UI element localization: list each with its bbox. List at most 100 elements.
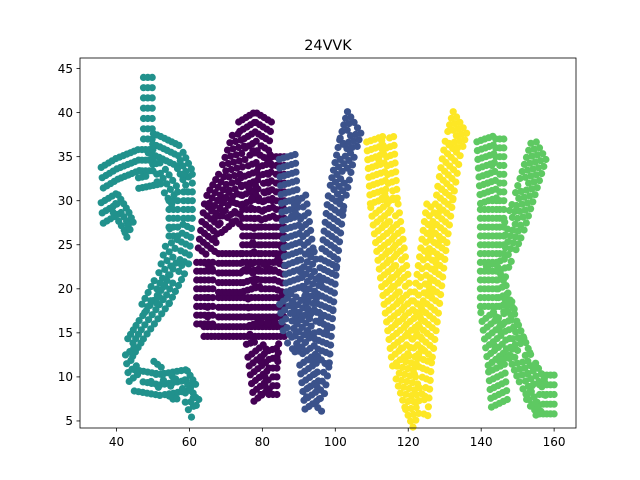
- data-point: [188, 197, 196, 205]
- y-tick-label: 5: [65, 414, 73, 428]
- data-point: [161, 265, 169, 273]
- data-point: [273, 373, 281, 381]
- x-tick-label: 60: [182, 435, 197, 449]
- data-point: [533, 184, 541, 192]
- data-point: [434, 209, 442, 217]
- y-axis: 5 10 15 20 25 30 35 40 45: [58, 62, 80, 428]
- data-point: [152, 370, 160, 378]
- data-point: [155, 269, 163, 277]
- data-point: [367, 203, 375, 211]
- data-point: [284, 339, 292, 347]
- data-point: [410, 314, 418, 323]
- data-point: [193, 320, 201, 328]
- data-point: [211, 213, 219, 221]
- data-point: [529, 165, 537, 173]
- data-point: [211, 202, 219, 210]
- data-point: [343, 108, 352, 116]
- data-point: [288, 333, 296, 341]
- data-point: [353, 124, 362, 132]
- data-point: [406, 343, 414, 352]
- data-point: [262, 345, 270, 353]
- data-point: [283, 294, 291, 302]
- data-point: [397, 376, 406, 384]
- data-point: [500, 308, 508, 316]
- data-point: [535, 144, 544, 152]
- data-point: [525, 179, 533, 187]
- data-point: [323, 325, 331, 333]
- data-point: [159, 251, 167, 259]
- data-point: [127, 356, 135, 364]
- data-point: [393, 318, 402, 326]
- data-point: [229, 145, 237, 153]
- data-point: [541, 379, 549, 387]
- data-point: [293, 186, 301, 194]
- data-point: [148, 84, 156, 92]
- data-point: [232, 151, 240, 159]
- data-point: [514, 182, 522, 190]
- data-point: [129, 218, 137, 226]
- data-point: [323, 201, 331, 209]
- data-point: [165, 271, 173, 279]
- data-point: [528, 152, 536, 160]
- data-point: [511, 189, 520, 197]
- data-point: [165, 248, 173, 256]
- data-point: [405, 384, 413, 393]
- data-point: [156, 279, 164, 287]
- data-point: [526, 402, 535, 410]
- data-point: [222, 180, 230, 189]
- data-point: [405, 279, 413, 287]
- data-point: [220, 173, 228, 181]
- data-point: [166, 285, 174, 293]
- data-point: [249, 269, 257, 277]
- data-point: [404, 397, 412, 405]
- data-point: [273, 390, 281, 399]
- data-point: [534, 164, 543, 172]
- data-point: [390, 133, 398, 141]
- data-point: [245, 184, 253, 192]
- data-point: [355, 136, 363, 144]
- data-point: [412, 359, 420, 368]
- data-point: [310, 248, 318, 256]
- data-point: [144, 303, 152, 311]
- data-point: [181, 398, 189, 406]
- data-point: [503, 302, 511, 310]
- data-point: [311, 335, 319, 343]
- data-point: [325, 359, 333, 367]
- data-point: [112, 200, 120, 208]
- data-point: [532, 171, 540, 179]
- data-point: [195, 395, 203, 404]
- data-point: [169, 253, 177, 261]
- data-point: [294, 256, 302, 264]
- data-point: [311, 287, 319, 295]
- data-point: [500, 161, 508, 170]
- data-point: [195, 235, 204, 243]
- data-point: [518, 200, 526, 208]
- data-point: [399, 235, 407, 243]
- data-point: [401, 253, 409, 261]
- data-point: [172, 182, 180, 190]
- data-point: [500, 205, 508, 214]
- data-point: [176, 156, 184, 165]
- data-point: [411, 288, 419, 296]
- data-point: [384, 218, 392, 226]
- data-point: [318, 245, 326, 253]
- data-point: [397, 344, 405, 352]
- data-point: [520, 160, 529, 168]
- data-point: [404, 270, 412, 278]
- data-point: [228, 218, 236, 226]
- data-point: [236, 210, 244, 218]
- data-point: [238, 149, 246, 158]
- data-point: [488, 161, 496, 170]
- data-point: [124, 335, 132, 343]
- data-point: [334, 143, 342, 152]
- data-point: [193, 258, 201, 266]
- data-point: [248, 260, 256, 268]
- data-point: [235, 143, 243, 152]
- data-point: [378, 137, 386, 145]
- data-point: [521, 173, 530, 181]
- data-point: [236, 259, 245, 267]
- data-point: [422, 209, 430, 217]
- data-point: [509, 335, 517, 343]
- data-point: [405, 352, 413, 360]
- data-point: [453, 113, 461, 121]
